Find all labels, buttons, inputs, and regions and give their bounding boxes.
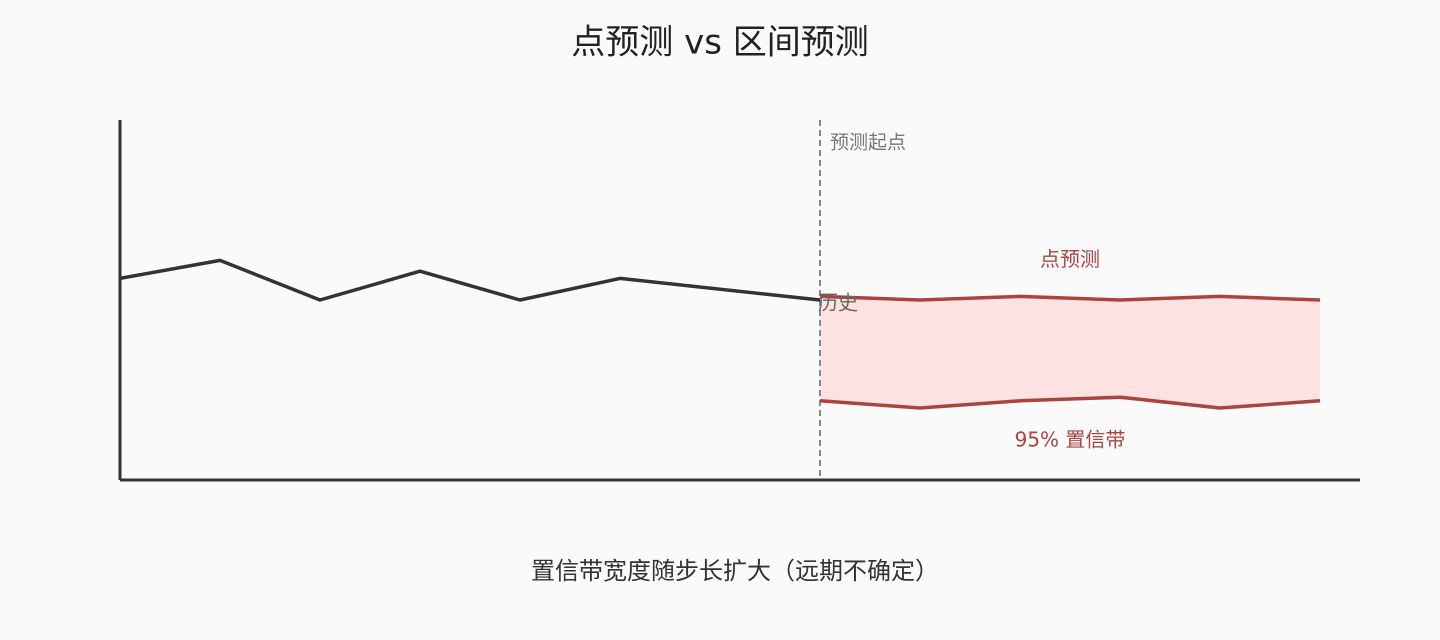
chart-title: 点预测 vs 区间预测 — [571, 23, 868, 63]
confidence-band — [820, 296, 1320, 408]
chart-note: 置信带宽度随步长扩大（远期不确定） — [531, 557, 939, 585]
series-label: 历史 — [818, 291, 858, 315]
forecast-start-label: 预测起点 — [830, 132, 906, 154]
series-label: 95% 置信带 — [1015, 428, 1126, 452]
series-line — [819, 294, 1321, 302]
series-label: 点预测 — [1040, 247, 1100, 271]
series-line — [819, 395, 1321, 410]
series-line — [119, 258, 821, 302]
